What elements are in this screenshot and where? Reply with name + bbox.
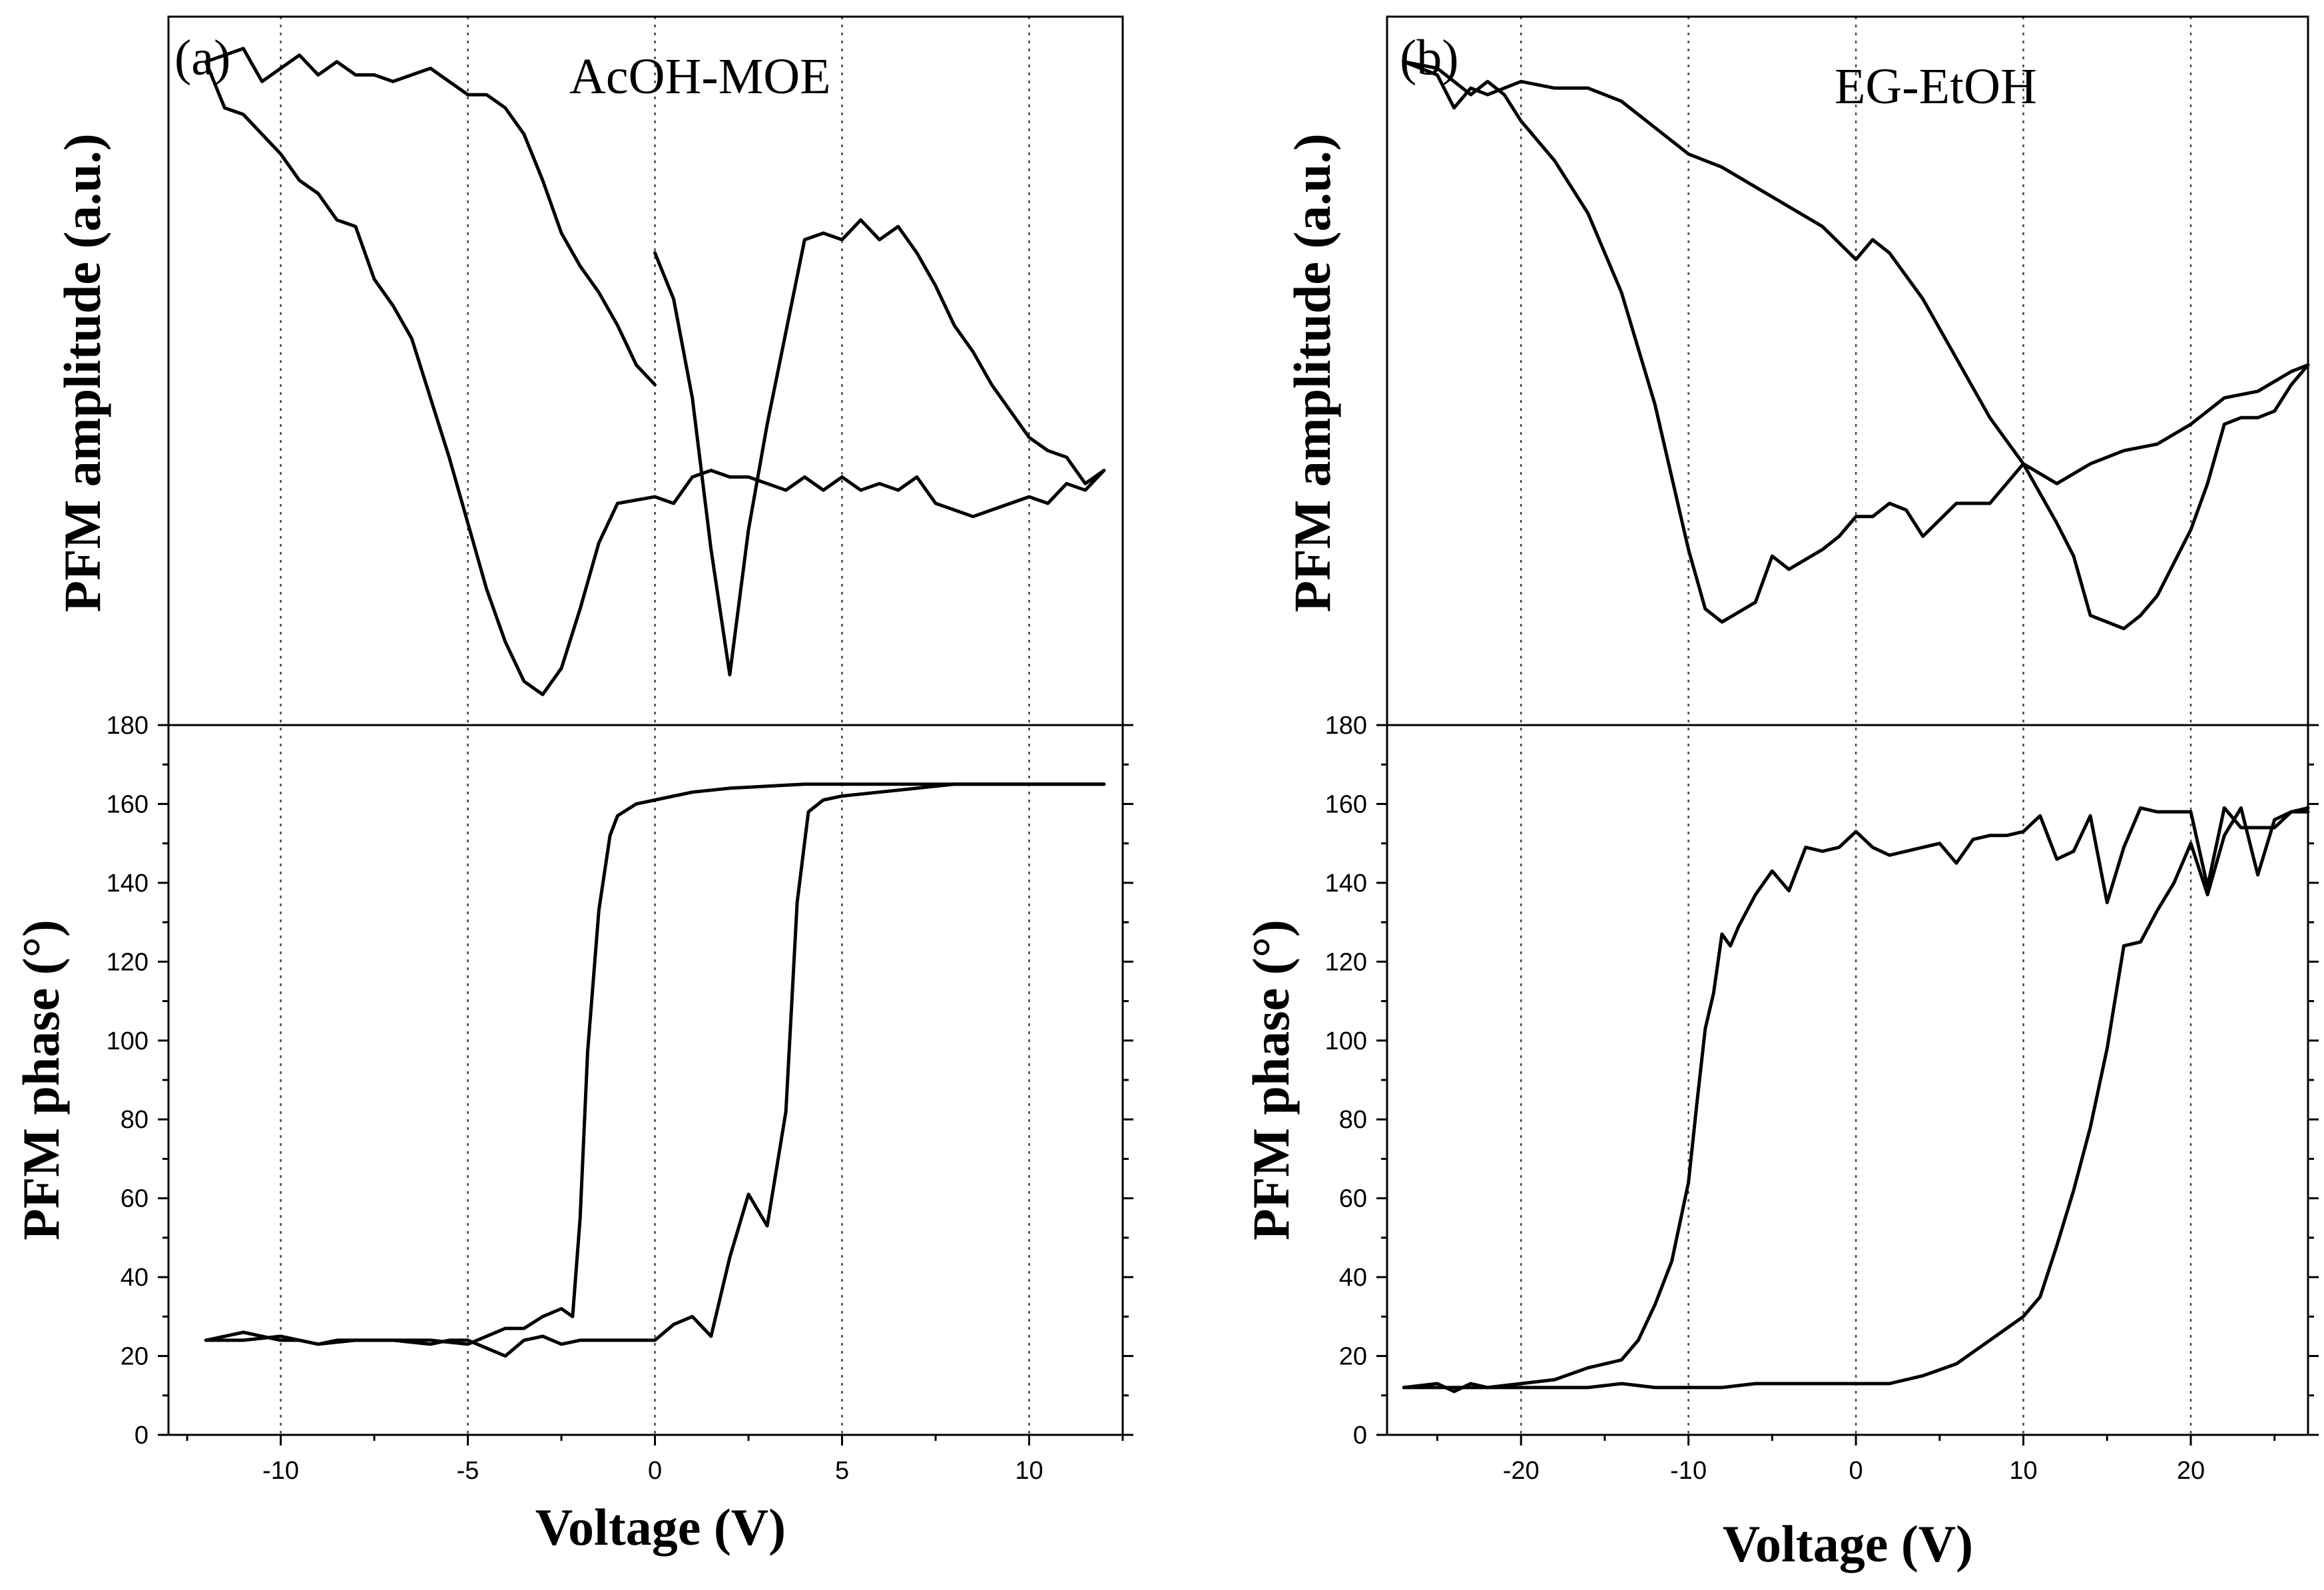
- panel-a-sample-label: AcOH-MOE: [569, 49, 831, 105]
- panel-b-xtick-label-20: 20: [2177, 1457, 2205, 1485]
- panel-a-phase-phase-branch-2: [204, 782, 1106, 1358]
- panel-b-amplitude-amplitude-branch-2: [1402, 60, 2310, 631]
- panel-b-ytick-label-60: 60: [1339, 1185, 1367, 1213]
- panel-b-xtick-label--20: -20: [1503, 1457, 1540, 1485]
- panel-a-ytick-label-160: 160: [107, 790, 148, 818]
- panel-b-xlabel: Voltage (V): [1723, 1515, 1973, 1573]
- panel-b-amplitude-curves: [1402, 60, 2310, 631]
- panel-a-amplitude-ylabel: PFM amplitude (a.u.): [53, 133, 111, 612]
- panel-a-amplitude-frame: [167, 15, 1124, 726]
- panel-b-amplitude-ylabel: PFM amplitude (a.u.): [1283, 133, 1341, 612]
- panel-b-ticks: -20 -10 0 10 20 0 20 40 60 80 100 120 140 160 180: [1325, 712, 2319, 1485]
- panel-a-ytick-label-180: 180: [107, 712, 148, 740]
- panel-a-phase-ylabel: PFM phase (°): [12, 920, 70, 1240]
- panel-a-amplitude-amplitude-branch-1: [204, 47, 657, 387]
- panel-a-ytick-label-120: 120: [107, 948, 148, 976]
- panel-b-phase-phase-branch-1: [1402, 806, 2310, 1394]
- panel-a-phase-frame: [167, 724, 1124, 1436]
- panel-a-amplitude-amplitude-branch-3: [653, 218, 1106, 676]
- panel-a-ytick-label-20: 20: [121, 1343, 148, 1371]
- panel-b-ytick-label-20: 20: [1339, 1343, 1367, 1371]
- panel-a-xtick-label-10: 10: [1015, 1457, 1043, 1485]
- panel-a-xlabel: Voltage (V): [535, 1498, 786, 1556]
- panel-a-xtick-label--5: -5: [457, 1457, 479, 1485]
- panel-a-xtick-label-5: 5: [835, 1457, 849, 1485]
- panel-a-ytick-label-140: 140: [107, 870, 148, 898]
- panel-b-xtick-label-10: 10: [2009, 1457, 2037, 1485]
- panel-b-ytick-label-80: 80: [1339, 1106, 1367, 1134]
- panel-a-amplitude-amplitude-branch-2: [204, 60, 1106, 696]
- panel-b-xtick-label--10: -10: [1670, 1457, 1707, 1485]
- panel-b-ytick-label-120: 120: [1325, 948, 1367, 976]
- panel-a-tag: (a): [174, 30, 230, 86]
- panel-a-xtick-label-0: 0: [648, 1457, 662, 1485]
- panel-b-amplitude-amplitude-branch-1: [1402, 60, 2310, 485]
- panel-a-ytick-label-100: 100: [107, 1027, 148, 1055]
- panel-a-xtick-label--10: -10: [262, 1457, 299, 1485]
- panel-b-ytick-label-160: 160: [1325, 790, 1367, 818]
- panel-b-xtick-label-0: 0: [1849, 1457, 1863, 1485]
- panel-a-phase-curves: [204, 782, 1106, 1358]
- panel-a-ytick-label-60: 60: [121, 1185, 148, 1213]
- panel-b-ytick-label-0: 0: [1353, 1422, 1367, 1450]
- panel-b-phase-curves: [1402, 806, 2310, 1394]
- panel-b-ytick-label-180: 180: [1325, 712, 1367, 740]
- panel-b-phase-ylabel: PFM phase (°): [1242, 920, 1300, 1240]
- panel-a-amplitude-curves: [204, 47, 1106, 696]
- panel-b-amplitude-frame: [1386, 15, 2309, 726]
- panel-b-ytick-label-100: 100: [1325, 1027, 1367, 1055]
- panel-b-ytick-label-140: 140: [1325, 870, 1367, 898]
- panel-b-phase-phase-branch-2: [1402, 806, 2310, 1390]
- panel-a-ytick-label-80: 80: [121, 1106, 148, 1134]
- panel-a-ytick-label-0: 0: [135, 1422, 148, 1450]
- panel-b-sample-label: EG-EtOH: [1835, 59, 2037, 115]
- panel-b-tag: (b): [1400, 30, 1459, 86]
- panel-a-ytick-label-40: 40: [121, 1264, 148, 1292]
- panel-b-phase-frame: [1386, 724, 2309, 1436]
- panel-b-ytick-label-40: 40: [1339, 1264, 1367, 1292]
